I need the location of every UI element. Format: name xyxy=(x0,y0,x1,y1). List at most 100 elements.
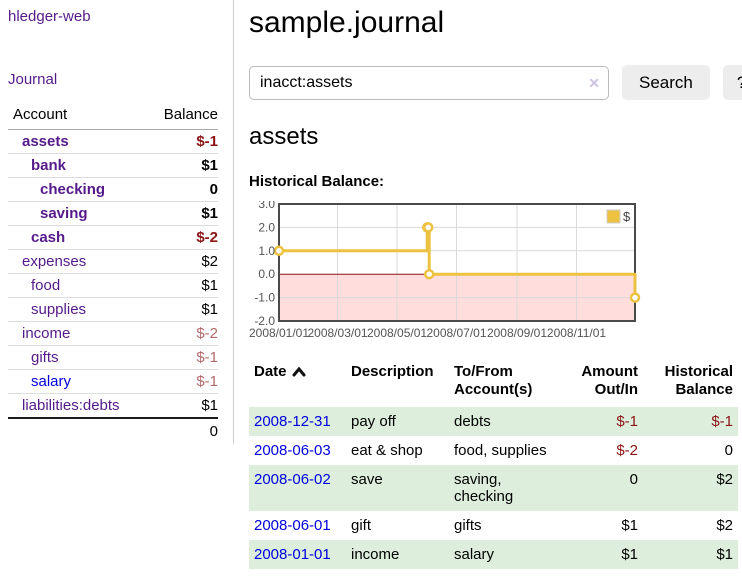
account-link[interactable]: income xyxy=(22,325,71,342)
account-row: liabilities:debts $1 xyxy=(8,393,218,419)
account-row: salary $-1 xyxy=(8,369,218,394)
column-header-accounts: To/From Account(s) xyxy=(454,363,533,398)
account-balance: $2 xyxy=(145,249,218,274)
column-header-description: Description xyxy=(351,363,434,380)
historical-balance-chart: $3.0 2.0 1.0 0.0 -1.0 -2.02008/01/012008/03/0… xyxy=(249,201,641,340)
account-link[interactable]: cash xyxy=(31,229,66,246)
accounts-table: Account Balance assets $-1 bank $1 checking 0… xyxy=(8,104,218,444)
transaction-date-link[interactable]: 2008-12-31 xyxy=(254,413,331,430)
register-row: 2008-01-01 income salary $1 $1 xyxy=(249,540,738,569)
y-tick-label: 3.0 xyxy=(258,201,275,211)
account-link[interactable]: supplies xyxy=(31,301,87,318)
account-row: expenses $2 xyxy=(8,249,218,274)
search-input-wrap: ✕ xyxy=(249,65,609,100)
search-button[interactable]: Search xyxy=(622,65,710,100)
transaction-accounts: food, supplies xyxy=(454,442,547,459)
transaction-balance: 0 xyxy=(724,442,733,459)
transaction-date-link[interactable]: 2008-06-02 xyxy=(254,471,331,488)
help-button[interactable]: ? xyxy=(722,65,742,100)
transaction-accounts: salary xyxy=(454,546,495,563)
transaction-balance: $2 xyxy=(716,471,733,488)
transaction-amount: $-1 xyxy=(616,413,638,430)
x-tick-label: 2008/11/01 xyxy=(547,326,606,340)
account-balance: $1 xyxy=(145,153,218,178)
accounts-total-spacer xyxy=(8,417,146,444)
y-tick-label: -1.0 xyxy=(254,291,275,305)
search-form: ✕ Search ? xyxy=(249,65,742,100)
account-balance: $1 xyxy=(145,297,218,322)
account-link[interactable]: saving xyxy=(40,205,88,222)
transaction-amount: $1 xyxy=(621,517,638,534)
search-input[interactable] xyxy=(249,65,609,100)
legend-swatch xyxy=(606,209,621,224)
accounts-total-row: 0 xyxy=(8,417,218,444)
transaction-accounts: gifts xyxy=(454,517,482,534)
transaction-description: gift xyxy=(351,517,372,534)
account-link[interactable]: salary xyxy=(31,373,72,390)
transaction-amount: $-2 xyxy=(616,442,638,459)
column-header-date-label: Date xyxy=(254,363,287,380)
account-link[interactable]: liabilities:debts xyxy=(22,397,120,414)
account-balance: $1 xyxy=(145,201,218,226)
sidebar-item-journal[interactable]: Journal xyxy=(8,71,58,88)
clear-search-icon[interactable]: ✕ xyxy=(588,74,600,91)
page-title: sample.journal xyxy=(249,6,445,39)
x-tick-label: 2008/01/01 xyxy=(249,326,309,340)
sort-ascending-icon xyxy=(292,366,306,377)
data-point-marker xyxy=(273,245,285,257)
column-header-balance: Historical Balance xyxy=(664,363,733,398)
account-balance: $-2 xyxy=(145,321,218,346)
accounts-total-value: 0 xyxy=(145,417,218,444)
register-row: 2008-06-03 eat & shop food, supplies $-2 0 xyxy=(249,436,738,465)
x-tick-label: 2008/05/01 xyxy=(367,326,427,340)
transaction-description: pay off xyxy=(351,413,396,430)
account-row: saving $1 xyxy=(8,201,218,226)
account-link[interactable]: checking xyxy=(40,181,106,198)
accounts-header-balance: Balance xyxy=(145,104,218,130)
account-balance: 0 xyxy=(145,177,218,202)
data-point-marker xyxy=(423,268,435,280)
transaction-date-link[interactable]: 2008-01-01 xyxy=(254,546,331,563)
account-link[interactable]: expenses xyxy=(22,253,87,270)
transaction-date-link[interactable]: 2008-06-03 xyxy=(254,442,331,459)
x-tick-label: 2008/03/01 xyxy=(307,326,367,340)
transaction-balance: $2 xyxy=(716,517,733,534)
plot-border xyxy=(278,203,636,322)
account-title: assets xyxy=(249,123,319,150)
legend-label: $ xyxy=(623,209,631,224)
transaction-accounts: debts xyxy=(454,413,491,430)
sidebar: hledger-web Journal Account Balance asse… xyxy=(0,0,234,444)
account-balance: $-1 xyxy=(145,345,218,370)
transaction-date-link[interactable]: 2008-06-01 xyxy=(254,517,331,534)
account-link[interactable]: bank xyxy=(31,157,67,174)
column-header-date[interactable]: Date xyxy=(249,361,346,407)
data-point-marker xyxy=(629,292,641,303)
account-row: bank $1 xyxy=(8,153,218,178)
accounts-header-account: Account xyxy=(8,104,146,130)
transaction-balance: $1 xyxy=(716,546,733,563)
transaction-description: eat & shop xyxy=(351,442,423,459)
transaction-accounts: saving, checking xyxy=(454,471,514,505)
account-row: income $-2 xyxy=(8,321,218,346)
register-header-row: Date Description To/From Account(s) Amoun… xyxy=(249,361,738,407)
account-link[interactable]: food xyxy=(31,277,61,294)
account-row: food $1 xyxy=(8,273,218,298)
transaction-amount: 0 xyxy=(629,471,638,488)
register-row: 2008-12-31 pay off debts $-1 $-1 xyxy=(249,407,738,436)
data-point-marker xyxy=(422,222,434,233)
accounts-header-row: Account Balance xyxy=(8,104,218,130)
account-balance: $1 xyxy=(145,393,218,419)
account-link[interactable]: gifts xyxy=(31,349,59,366)
transaction-description: income xyxy=(351,546,400,563)
x-tick-label: 2008/09/01 xyxy=(487,326,547,340)
app-brand-link[interactable]: hledger-web xyxy=(8,8,91,25)
register-table: Date Description To/From Account(s) Amoun… xyxy=(249,361,738,569)
account-link[interactable]: assets xyxy=(22,133,69,150)
account-row: assets $-1 xyxy=(8,129,218,154)
register-row: 2008-06-01 gift gifts $1 $2 xyxy=(249,511,738,540)
y-tick-label: 1.0 xyxy=(258,244,275,258)
account-row: supplies $1 xyxy=(8,297,218,322)
account-balance: $1 xyxy=(145,273,218,298)
transaction-amount: $1 xyxy=(621,546,638,563)
account-row: cash $-2 xyxy=(8,225,218,250)
